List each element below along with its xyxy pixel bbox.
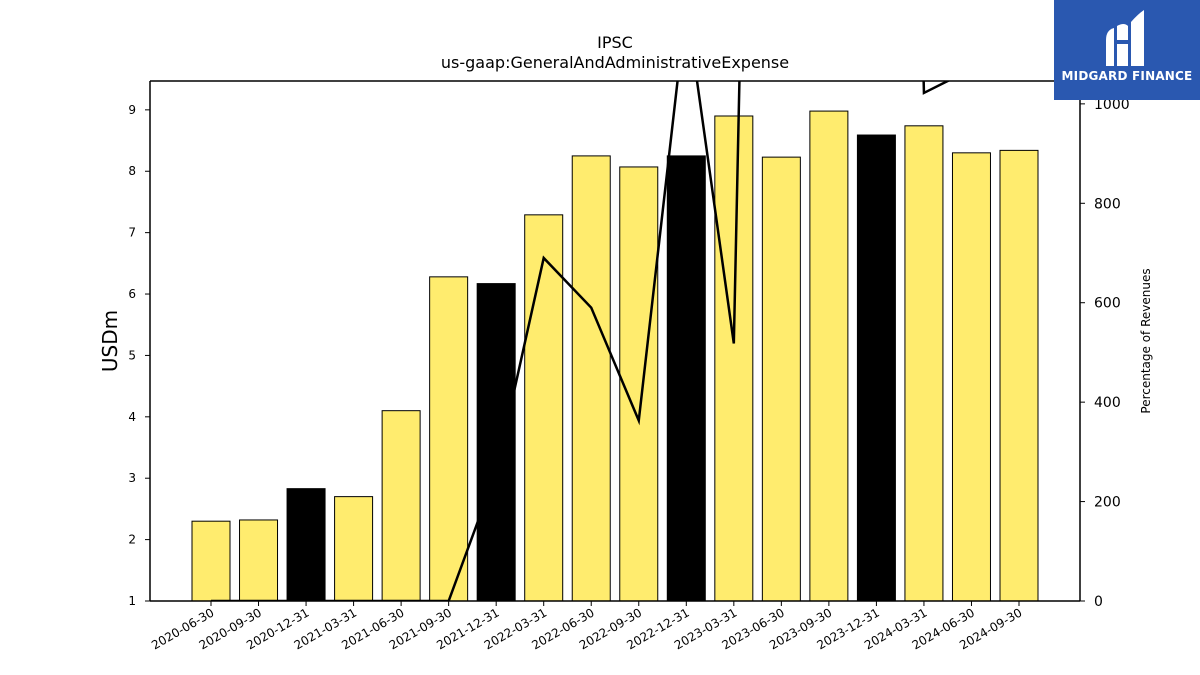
y2-tick-label: 600 <box>1094 296 1121 312</box>
y-tick-label: 4 <box>128 410 136 424</box>
bar-2024-06-30 <box>951 152 991 602</box>
y-tick-label: 5 <box>128 348 136 362</box>
y-tick-label: 9 <box>128 103 136 117</box>
bar-2024-09-30 <box>999 149 1039 602</box>
y2-tick-label: 400 <box>1094 395 1121 411</box>
y-tick-label: 2 <box>128 533 136 547</box>
bar-2020-09-30 <box>239 519 279 602</box>
bar-2020-06-30 <box>191 520 231 602</box>
y-tick-label: 8 <box>128 164 136 178</box>
bar-2023-12-31 <box>856 134 896 602</box>
bar-2021-06-30 <box>381 410 421 602</box>
bar-2021-12-31 <box>476 283 516 602</box>
bar-2023-06-30 <box>761 156 801 602</box>
y-tick-label: 6 <box>128 287 136 301</box>
bar-2023-09-30 <box>809 110 849 602</box>
y-tick-label: 3 <box>128 471 136 485</box>
bar-2024-03-31 <box>904 125 944 602</box>
bar-2022-06-30 <box>571 155 611 602</box>
chart-title: IPSC <box>597 33 633 52</box>
y2-axis-label: Percentage of Revenues <box>1139 268 1153 413</box>
y2-tick-label: 1000 <box>1094 97 1130 113</box>
midgard-logo-icon <box>1106 10 1144 66</box>
y-tick-label: 1 <box>128 594 136 608</box>
bar-2022-12-31 <box>666 155 706 602</box>
bar-2020-12-31 <box>286 488 326 602</box>
bar-2022-09-30 <box>619 166 659 602</box>
bar-2022-03-31 <box>524 214 564 602</box>
y2-tick-label: 0 <box>1094 594 1103 610</box>
y-axis-label: USDm <box>98 310 122 372</box>
bar-2021-09-30 <box>429 276 469 602</box>
y2-tick-label: 200 <box>1094 495 1121 511</box>
bar-2021-03-31 <box>334 496 374 602</box>
series-line-percentage <box>211 81 951 601</box>
chart-subtitle: us-gaap:GeneralAndAdministrativeExpense <box>441 53 789 72</box>
y2-tick-label: 800 <box>1094 196 1121 212</box>
brand-name: MIDGARD FINANCE <box>1061 69 1193 83</box>
bar-2023-03-31 <box>714 115 754 602</box>
brand-logo: MIDGARD FINANCE <box>1054 0 1200 100</box>
y-tick-label: 7 <box>128 226 136 240</box>
